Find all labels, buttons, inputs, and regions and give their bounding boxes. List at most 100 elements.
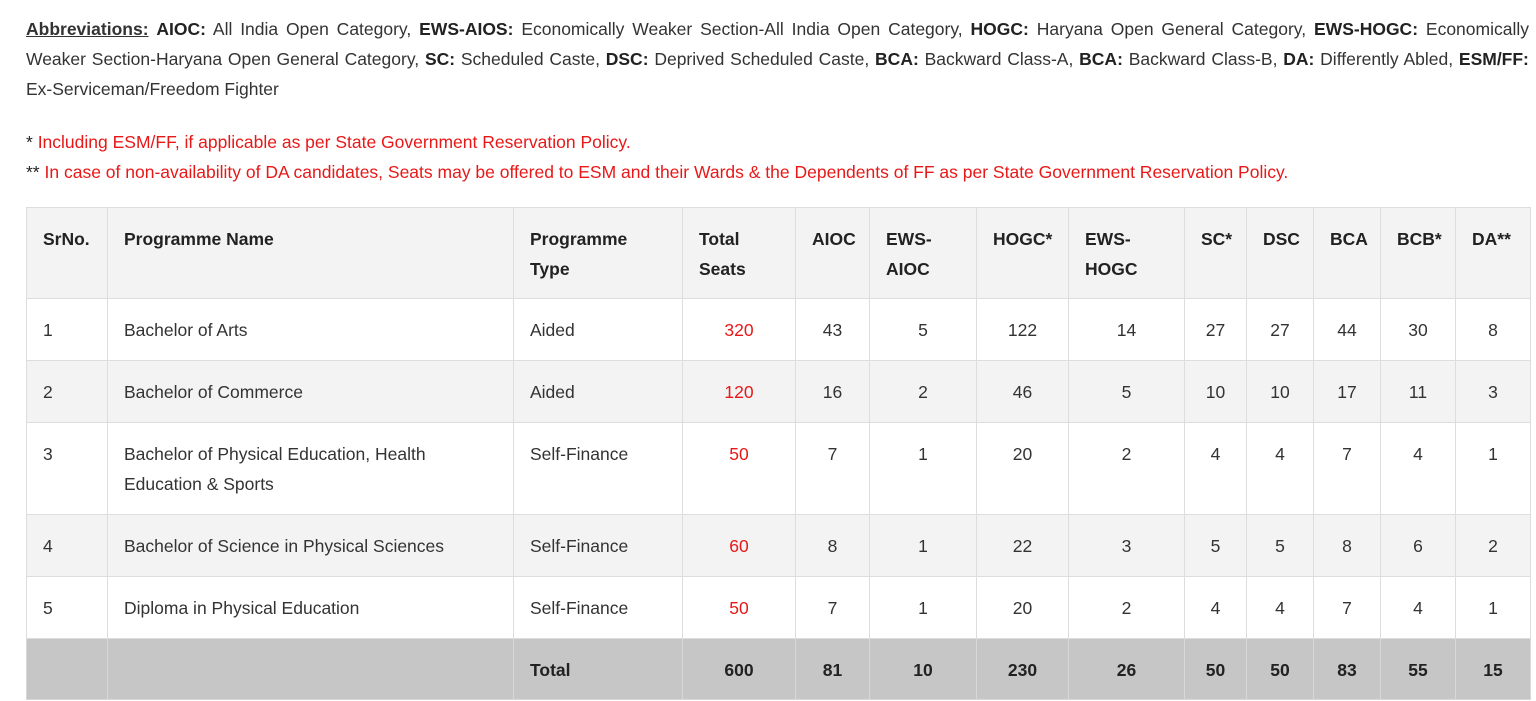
abbr-code: DA: — [1283, 49, 1315, 69]
cell-programme-type: Aided — [513, 360, 683, 423]
cell-ews-hogc: 3 — [1068, 514, 1185, 577]
table-row: 2 Bachelor of Commerce Aided 120 16 2 46… — [26, 360, 1531, 423]
note-marker: ** — [26, 162, 40, 182]
cell-ews-hogc: 14 — [1068, 298, 1185, 361]
col-header-sc: SC* — [1184, 207, 1247, 299]
total-ews-hogc: 26 — [1068, 638, 1185, 700]
total-bca: 83 — [1313, 638, 1381, 700]
total-label: Total — [513, 638, 683, 700]
cell-srno: 3 — [26, 422, 108, 515]
note-text: Including ESM/FF, if applicable as per S… — [37, 132, 631, 152]
cell-programme-type: Self-Finance — [513, 514, 683, 577]
cell-srno: 5 — [26, 576, 108, 639]
total-hogc: 230 — [976, 638, 1069, 700]
abbr-code: EWS-HOGC: — [1314, 19, 1419, 39]
cell-hogc: 122 — [976, 298, 1069, 361]
table-header-row: SrNo. Programme Name Programme Type Tota… — [26, 207, 1531, 299]
cell-ews-aioc: 2 — [869, 360, 977, 423]
seat-matrix-table: SrNo. Programme Name Programme Type Tota… — [26, 207, 1531, 700]
cell-da: 8 — [1455, 298, 1531, 361]
cell-aioc: 16 — [795, 360, 870, 423]
cell-hogc: 22 — [976, 514, 1069, 577]
total-sc: 50 — [1184, 638, 1247, 700]
cell-total-seats: 320 — [682, 298, 796, 361]
cell-bca: 44 — [1313, 298, 1381, 361]
cell-sc: 5 — [1184, 514, 1247, 577]
abbr-text: Scheduled Caste, — [460, 49, 600, 69]
total-cell-empty — [26, 638, 108, 700]
col-header-dsc: DSC — [1246, 207, 1314, 299]
cell-programme-name: Bachelor of Physical Education, Health E… — [107, 422, 514, 515]
cell-programme-type: Aided — [513, 298, 683, 361]
total-da: 15 — [1455, 638, 1531, 700]
cell-aioc: 7 — [795, 576, 870, 639]
col-header-da: DA** — [1455, 207, 1531, 299]
table-row: 3 Bachelor of Physical Education, Health… — [26, 422, 1531, 515]
cell-bca: 8 — [1313, 514, 1381, 577]
col-header-aioc: AIOC — [795, 207, 870, 299]
cell-programme-name: Bachelor of Science in Physical Sciences — [107, 514, 514, 577]
abbr-code: ESM/FF: — [1458, 49, 1529, 69]
abbreviations-heading: Abbreviations: — [26, 19, 149, 39]
cell-aioc: 8 — [795, 514, 870, 577]
cell-dsc: 27 — [1246, 298, 1314, 361]
cell-sc: 27 — [1184, 298, 1247, 361]
cell-ews-aioc: 1 — [869, 514, 977, 577]
table-row: 1 Bachelor of Arts Aided 320 43 5 122 14… — [26, 298, 1531, 361]
seat-matrix-table-wrapper: SrNo. Programme Name Programme Type Tota… — [26, 207, 1531, 700]
abbr-code: BCA: — [1079, 49, 1123, 69]
table-row: 5 Diploma in Physical Education Self-Fin… — [26, 576, 1531, 639]
col-header-bcb: BCB* — [1380, 207, 1456, 299]
cell-ews-aioc: 1 — [869, 576, 977, 639]
cell-hogc: 46 — [976, 360, 1069, 423]
abbr-text: Deprived Scheduled Caste, — [654, 49, 870, 69]
cell-sc: 10 — [1184, 360, 1247, 423]
cell-bcb: 4 — [1380, 422, 1456, 515]
abbr-code: HOGC: — [970, 19, 1029, 39]
cell-dsc: 5 — [1246, 514, 1314, 577]
cell-sc: 4 — [1184, 422, 1247, 515]
cell-total-seats: 60 — [682, 514, 796, 577]
abbr-text: Differently Abled, — [1320, 49, 1454, 69]
cell-ews-hogc: 5 — [1068, 360, 1185, 423]
abbr-code: BCA: — [875, 49, 919, 69]
col-header-programme-name: Programme Name — [107, 207, 514, 299]
cell-srno: 2 — [26, 360, 108, 423]
abbr-text: Ex-Serviceman/Freedom Fighter — [26, 79, 279, 99]
abbr-text: All India Open Category, — [212, 19, 412, 39]
cell-dsc: 4 — [1246, 422, 1314, 515]
cell-programme-name: Diploma in Physical Education — [107, 576, 514, 639]
abbr-text: Backward Class-B, — [1128, 49, 1278, 69]
cell-da: 1 — [1455, 422, 1531, 515]
total-ews-aioc: 10 — [869, 638, 977, 700]
total-bcb: 55 — [1380, 638, 1456, 700]
abbr-code: AIOC: — [156, 19, 206, 39]
note-marker: * — [26, 132, 33, 152]
cell-bca: 7 — [1313, 422, 1381, 515]
cell-bcb: 4 — [1380, 576, 1456, 639]
cell-programme-name: Bachelor of Commerce — [107, 360, 514, 423]
abbr-code: EWS-AIOS: — [419, 19, 514, 39]
abbr-text: Haryana Open General Category, — [1036, 19, 1307, 39]
cell-bcb: 30 — [1380, 298, 1456, 361]
cell-aioc: 43 — [795, 298, 870, 361]
cell-da: 1 — [1455, 576, 1531, 639]
col-header-bca: BCA — [1313, 207, 1381, 299]
cell-programme-type: Self-Finance — [513, 422, 683, 515]
col-header-total-seats: Total Seats — [682, 207, 796, 299]
cell-bcb: 6 — [1380, 514, 1456, 577]
col-header-ews-hogc: EWS-HOGC — [1068, 207, 1185, 299]
table-row: 4 Bachelor of Science in Physical Scienc… — [26, 514, 1531, 577]
abbr-code: SC: — [424, 49, 456, 69]
total-cell-empty — [107, 638, 514, 700]
cell-total-seats: 120 — [682, 360, 796, 423]
cell-bcb: 11 — [1380, 360, 1456, 423]
cell-ews-hogc: 2 — [1068, 422, 1185, 515]
cell-da: 3 — [1455, 360, 1531, 423]
cell-dsc: 4 — [1246, 576, 1314, 639]
total-dsc: 50 — [1246, 638, 1314, 700]
cell-ews-aioc: 5 — [869, 298, 977, 361]
cell-da: 2 — [1455, 514, 1531, 577]
abbr-text: Economically Weaker Section-All India Op… — [521, 19, 963, 39]
cell-hogc: 20 — [976, 576, 1069, 639]
